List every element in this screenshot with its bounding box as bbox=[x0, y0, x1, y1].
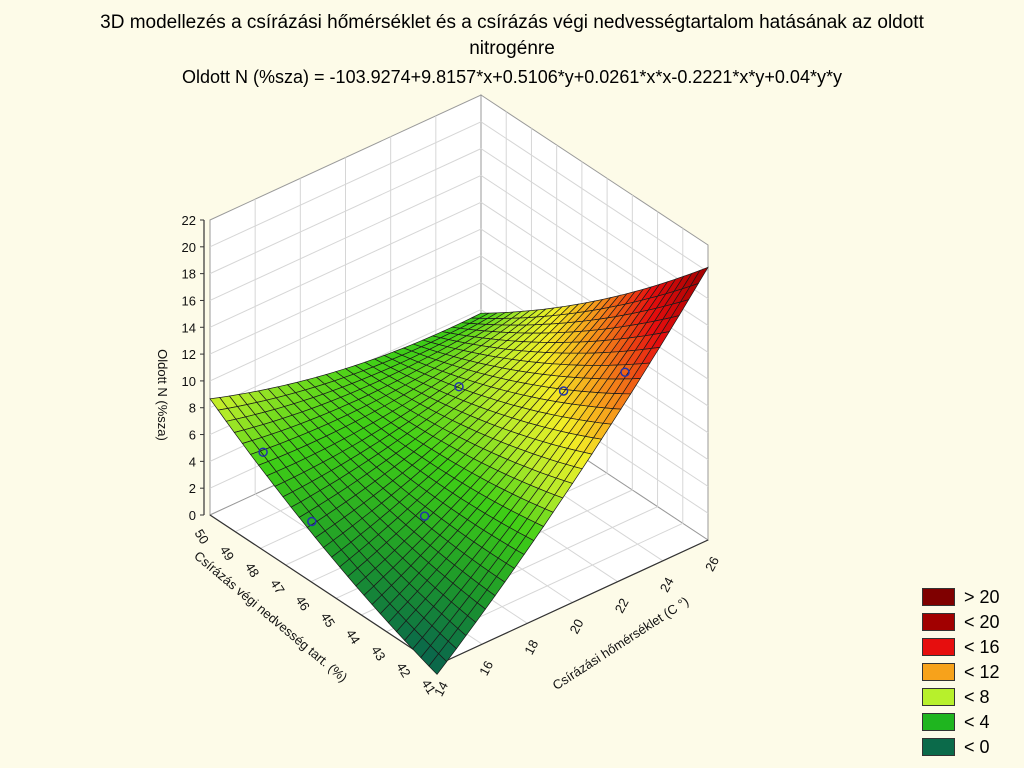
legend-label: < 8 bbox=[964, 687, 990, 707]
x-tick-label: 16 bbox=[476, 658, 496, 678]
chart-title-line2: nitrogénre bbox=[469, 38, 555, 59]
legend-label: > 20 bbox=[964, 587, 1000, 607]
equation-text: Oldott N (%sza) = -103.9274+9.8157*x+0.5… bbox=[182, 67, 842, 87]
data-point bbox=[620, 367, 630, 377]
x-tick-label: 26 bbox=[702, 554, 722, 574]
chart-title-line1: 3D modellezés a csírázási hőmérséklet és… bbox=[100, 12, 924, 33]
legend-label: < 4 bbox=[964, 712, 990, 732]
x-tick-label: 14 bbox=[431, 679, 451, 699]
y-tick-label: 44 bbox=[343, 627, 363, 647]
y-tick-label: 48 bbox=[242, 560, 262, 580]
legend-label: < 16 bbox=[964, 637, 1000, 657]
z-tick-label: 2 bbox=[189, 481, 196, 496]
z-tick-label: 22 bbox=[182, 213, 196, 228]
y-axis-line bbox=[209, 514, 438, 666]
y-tick-label: 43 bbox=[368, 643, 388, 663]
surface-cell bbox=[428, 653, 448, 675]
z-tick-label: 16 bbox=[182, 294, 196, 309]
gridline bbox=[480, 121, 709, 273]
y-tick-label: 45 bbox=[318, 610, 338, 630]
legend-entry: > 20 bbox=[922, 586, 1022, 611]
legend-entry: < 12 bbox=[922, 661, 1022, 686]
z-tick-label: 20 bbox=[182, 240, 196, 255]
z-tick-label: 6 bbox=[189, 428, 196, 443]
legend: > 20 < 20 < 16 < 12 < 8 < 4 < 0 bbox=[922, 586, 1022, 761]
x-tick-label: 20 bbox=[567, 616, 587, 636]
legend-entry: < 0 bbox=[922, 736, 1022, 761]
z-tick-label: 0 bbox=[189, 508, 196, 523]
data-point bbox=[558, 386, 569, 396]
x-tick-label: 22 bbox=[612, 596, 632, 616]
x-tick-label: 18 bbox=[521, 637, 541, 657]
legend-entry: < 16 bbox=[922, 636, 1022, 661]
data-point bbox=[258, 447, 268, 457]
legend-label: < 12 bbox=[964, 662, 1000, 682]
z-tick-label: 12 bbox=[182, 347, 196, 362]
data-point bbox=[419, 511, 430, 521]
legend-entry: < 20 bbox=[922, 611, 1022, 636]
y-tick-label: 49 bbox=[217, 543, 237, 563]
z-tick-label: 14 bbox=[182, 320, 196, 335]
data-point bbox=[454, 381, 464, 392]
gridline bbox=[480, 148, 709, 300]
data-point bbox=[307, 516, 317, 527]
z-tick-label: 18 bbox=[182, 267, 196, 282]
x-tick-label: 24 bbox=[657, 575, 677, 595]
y-tick-label: 46 bbox=[293, 593, 313, 613]
z-tick-label: 8 bbox=[189, 401, 196, 416]
legend-label: < 0 bbox=[964, 737, 990, 757]
y-tick-label: 41 bbox=[419, 677, 439, 697]
legend-swatch bbox=[922, 713, 955, 731]
z-tick-label: 4 bbox=[189, 454, 196, 469]
y-tick-label: 42 bbox=[393, 660, 413, 680]
y-tick-label: 47 bbox=[267, 577, 287, 597]
legend-entry: < 8 bbox=[922, 686, 1022, 711]
legend-swatch bbox=[922, 738, 955, 756]
legend-swatch bbox=[922, 588, 955, 606]
legend-swatch bbox=[922, 638, 955, 656]
z-tick-label: 10 bbox=[182, 374, 196, 389]
legend-swatch bbox=[922, 663, 955, 681]
legend-swatch bbox=[922, 688, 955, 706]
y-tick-label: 50 bbox=[192, 527, 212, 547]
x-axis-line bbox=[436, 539, 709, 666]
legend-label: < 20 bbox=[964, 612, 1000, 632]
z-axis-label: Oldott N (%sza) bbox=[155, 349, 170, 441]
legend-swatch bbox=[922, 613, 955, 631]
legend-entry: < 4 bbox=[922, 711, 1022, 736]
